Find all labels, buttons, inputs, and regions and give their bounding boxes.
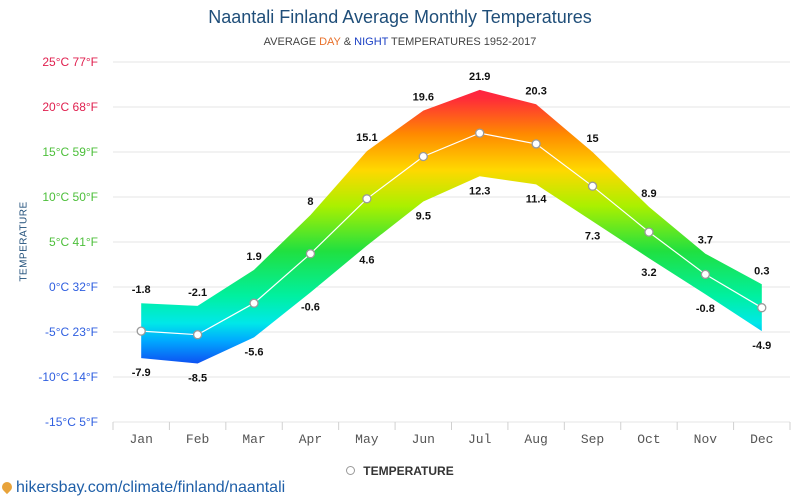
x-tick-label: Jul: [468, 432, 492, 447]
temperature-point: [192, 330, 203, 340]
y-tick-label: -15°C 5°F: [45, 415, 98, 429]
legend-marker-icon: [346, 466, 356, 476]
day-value-label: -2.1: [188, 287, 207, 299]
x-tick-label: Mar: [242, 432, 265, 447]
day-value-label: 21.9: [469, 71, 490, 83]
day-value-label: 19.6: [413, 92, 434, 104]
subtitle-amp: &: [340, 36, 355, 48]
y-tick-label: -5°C 23°F: [45, 325, 98, 339]
day-value-label: 8: [307, 196, 313, 208]
y-tick-label: 5°C 41°F: [49, 235, 98, 249]
temperature-point: [305, 249, 316, 259]
x-tick-label: Dec: [750, 432, 773, 447]
night-value-label: -5.6: [245, 346, 264, 358]
subtitle-prefix: AVERAGE: [263, 36, 320, 48]
night-value-label: 7.3: [585, 230, 600, 242]
source-link[interactable]: hikersbay.com/climate/finland/naantali: [0, 479, 286, 497]
chart-legend[interactable]: TEMPERATURE: [0, 464, 800, 478]
night-value-label: 12.3: [469, 185, 490, 197]
night-value-label: 4.6: [359, 255, 374, 267]
day-night-band: [141, 89, 762, 364]
day-value-label: 1.9: [246, 251, 261, 263]
night-value-label: -4.9: [752, 340, 771, 352]
temperature-point: [418, 151, 428, 162]
temperature-point: [700, 269, 711, 280]
legend-label: TEMPERATURE: [363, 464, 454, 478]
night-value-label: -0.6: [301, 301, 320, 313]
subtitle-night: NIGHT: [354, 36, 389, 48]
night-value-label: 9.5: [416, 211, 431, 223]
temperature-point: [531, 139, 541, 149]
temperature-point: [757, 303, 767, 313]
x-tick-label: Feb: [186, 432, 209, 447]
temperature-line: [141, 132, 763, 336]
y-tick-label: -10°C 14°F: [38, 370, 98, 384]
subtitle-suffix: TEMPERATURES 1952-2017: [388, 36, 537, 48]
chart-subtitle: AVERAGE DAY & NIGHT TEMPERATURES 1952-20…: [0, 36, 800, 48]
x-tick-label: Sep: [581, 432, 604, 447]
x-tick-label: May: [355, 432, 379, 447]
map-pin-icon: [0, 479, 15, 495]
day-value-label: 3.7: [698, 235, 713, 247]
night-value-label: -0.8: [696, 303, 715, 315]
day-value-label: -1.8: [132, 284, 151, 296]
y-tick-label: 15°C 59°F: [42, 145, 98, 159]
day-value-label: 15.1: [356, 132, 377, 144]
temperature-point: [362, 194, 372, 204]
temperature-point: [249, 298, 259, 308]
night-value-label: 11.4: [526, 193, 548, 205]
day-value-label: 8.9: [641, 188, 656, 200]
y-tick-label: 0°C 32°F: [49, 280, 98, 294]
x-tick-label: Jun: [412, 432, 435, 447]
temperature-point: [475, 128, 485, 138]
night-value-label: -7.9: [132, 367, 151, 379]
x-tick-label: Apr: [299, 432, 322, 447]
y-tick-label: 10°C 50°F: [42, 190, 98, 204]
night-value-label: 3.2: [641, 267, 656, 279]
night-value-label: -8.5: [188, 373, 207, 385]
temperature-point: [587, 181, 598, 191]
day-value-label: 0.3: [754, 265, 769, 277]
subtitle-day: DAY: [319, 36, 341, 48]
temperature-point: [136, 326, 146, 336]
x-tick-label: Oct: [637, 432, 660, 447]
temperature-point: [644, 227, 654, 237]
day-value-label: 20.3: [525, 85, 546, 97]
y-tick-label: 20°C 68°F: [42, 100, 98, 114]
y-tick-label: 25°C 77°F: [42, 55, 98, 69]
day-value-label: 15: [586, 133, 598, 145]
chart-title: Naantali Finland Average Monthly Tempera…: [208, 7, 592, 27]
x-tick-label: Nov: [694, 432, 718, 447]
source-text: hikersbay.com/climate/finland/naantali: [16, 479, 286, 496]
x-tick-label: Aug: [524, 432, 547, 447]
x-tick-label: Jan: [130, 432, 153, 447]
